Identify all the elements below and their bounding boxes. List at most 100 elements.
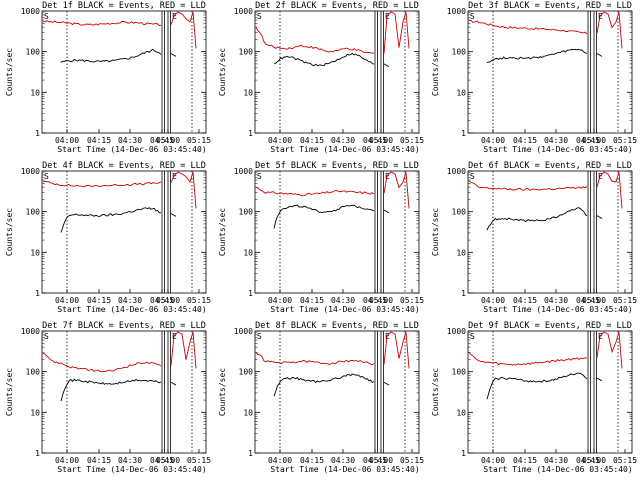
events-series-line (60, 207, 161, 233)
events-series-line (60, 48, 162, 63)
x-tick-label: 04:15 (513, 456, 537, 465)
x-axis-label: Start Time (14-Dec-06 03:45:40) (483, 305, 632, 314)
x-axis-label: Start Time (14-Dec-06 03:45:40) (270, 465, 419, 474)
plot-frame (254, 330, 420, 454)
lld-flare-line (596, 171, 623, 209)
panel-title: Det 7f BLACK = Events, RED = LLD (42, 321, 206, 331)
x-tick-label: 04:00 (55, 136, 79, 145)
flag-label-s: S (44, 332, 49, 341)
y-tick-label: 1 (461, 449, 466, 458)
x-axis-label: Start Time (14-Dec-06 03:45:40) (483, 465, 632, 474)
x-tick-label: 05:15 (613, 456, 637, 465)
events-series-line (273, 373, 375, 397)
lld-series-line (255, 26, 375, 54)
x-tick-label: 04:00 (481, 456, 505, 465)
panel-title: Det 5f BLACK = Events, RED = LLD (255, 161, 419, 171)
y-tick-label: 1 (461, 289, 466, 298)
x-tick-label: 04:30 (118, 296, 142, 305)
y-axis-label: Counts/sec (5, 368, 14, 416)
plot-frame (254, 10, 420, 134)
panel-title: Det 8f BLACK = Events, RED = LLD (255, 321, 419, 331)
flag-label-e: E (172, 172, 177, 181)
x-axis-label: Start Time (14-Dec-06 03:45:40) (57, 305, 206, 314)
events-series-tail (170, 213, 177, 217)
lld-series-line (255, 186, 375, 197)
lld-flare-line (383, 11, 410, 54)
flag-label-s: S (257, 12, 262, 21)
flag-label-e: E (172, 332, 177, 341)
lld-flare-line (383, 171, 410, 209)
flag-label-s: S (470, 332, 475, 341)
y-tick-label: 10 (456, 248, 466, 257)
x-tick-label: 05:00 (369, 456, 393, 465)
x-tick-label: 04:15 (87, 136, 111, 145)
x-tick-label: 04:15 (87, 296, 111, 305)
lld-series-line (42, 180, 162, 188)
y-tick-label: 1 (248, 129, 253, 138)
y-tick-label: 1 (35, 289, 40, 298)
y-tick-label: 10 (243, 88, 253, 97)
x-tick-label: 04:00 (268, 296, 292, 305)
x-tick-label: 05:15 (613, 136, 637, 145)
x-tick-label: 05:15 (187, 136, 211, 145)
x-tick-label: 04:15 (300, 296, 324, 305)
x-tick-label: 04:00 (55, 296, 79, 305)
y-tick-label: 1000 (447, 167, 466, 176)
x-tick-label: 04:30 (331, 296, 355, 305)
y-tick-label: 1000 (447, 7, 466, 16)
y-tick-label: 1 (35, 449, 40, 458)
y-tick-label: 1000 (234, 327, 253, 336)
panel-title: Det 2f BLACK = Events, RED = LLD (255, 1, 419, 11)
y-tick-label: 1000 (234, 7, 253, 16)
flag-label-e: E (385, 12, 390, 21)
x-tick-label: 04:00 (481, 296, 505, 305)
flag-label-e: E (385, 172, 390, 181)
y-tick-label: 1000 (21, 167, 40, 176)
plot-frame (41, 330, 207, 454)
events-series-tail (383, 209, 390, 214)
lld-flare-line (170, 331, 197, 369)
x-tick-label: 04:15 (300, 456, 324, 465)
lld-flare-line (596, 331, 623, 369)
x-tick-label: 04:45 (363, 136, 387, 145)
events-series-tail (596, 53, 603, 57)
detector-panel-8: Det 8f BLACK = Events, RED = LLD 1 10 100 10… (218, 321, 424, 474)
y-tick-label: 1000 (447, 327, 466, 336)
events-series-tail (596, 215, 603, 219)
x-axis-label: Start Time (14-Dec-06 03:45:40) (270, 145, 419, 154)
plot-frame (467, 330, 633, 454)
plot-frame (467, 10, 633, 134)
panel-title: Det 1f BLACK = Events, RED = LLD (42, 1, 206, 11)
lld-flare-line (170, 11, 197, 49)
x-tick-label: 05:15 (400, 136, 424, 145)
x-axis-label: Start Time (14-Dec-06 03:45:40) (57, 145, 206, 154)
plot-frame (41, 170, 207, 294)
detector-panel-7: Det 7f BLACK = Events, RED = LLD 1 10 100 10… (5, 321, 211, 474)
x-tick-label: 04:45 (150, 136, 174, 145)
x-tick-label: 04:30 (544, 456, 568, 465)
x-tick-label: 04:30 (544, 136, 568, 145)
y-tick-label: 10 (456, 88, 466, 97)
y-axis-label: Counts/sec (431, 368, 440, 416)
y-tick-label: 100 (239, 368, 254, 377)
x-tick-label: 05:00 (156, 136, 180, 145)
flag-label-s: S (44, 12, 49, 21)
y-axis-label: Counts/sec (218, 368, 227, 416)
y-tick-label: 1000 (21, 327, 40, 336)
flag-label-s: S (257, 332, 262, 341)
lld-series-line (42, 20, 162, 26)
x-tick-label: 04:45 (150, 456, 174, 465)
panel-title: Det 4f BLACK = Events, RED = LLD (42, 161, 206, 171)
x-axis-label: Start Time (14-Dec-06 03:45:40) (270, 305, 419, 314)
detector-panel-6: Det 6f BLACK = Events, RED = LLD 1 10 100 10… (431, 161, 637, 314)
lld-flare-line (383, 331, 410, 369)
detector-panel-1: Det 1f BLACK = Events, RED = LLD 1 10 100 10… (5, 1, 211, 154)
lld-series-line (42, 352, 162, 373)
x-tick-label: 04:45 (576, 136, 600, 145)
plot-frame (467, 170, 633, 294)
events-series-line (486, 372, 588, 400)
events-series-tail (383, 381, 390, 386)
flag-label-e: E (598, 12, 603, 21)
flag-label-e: E (385, 332, 390, 341)
y-tick-label: 1 (248, 449, 253, 458)
